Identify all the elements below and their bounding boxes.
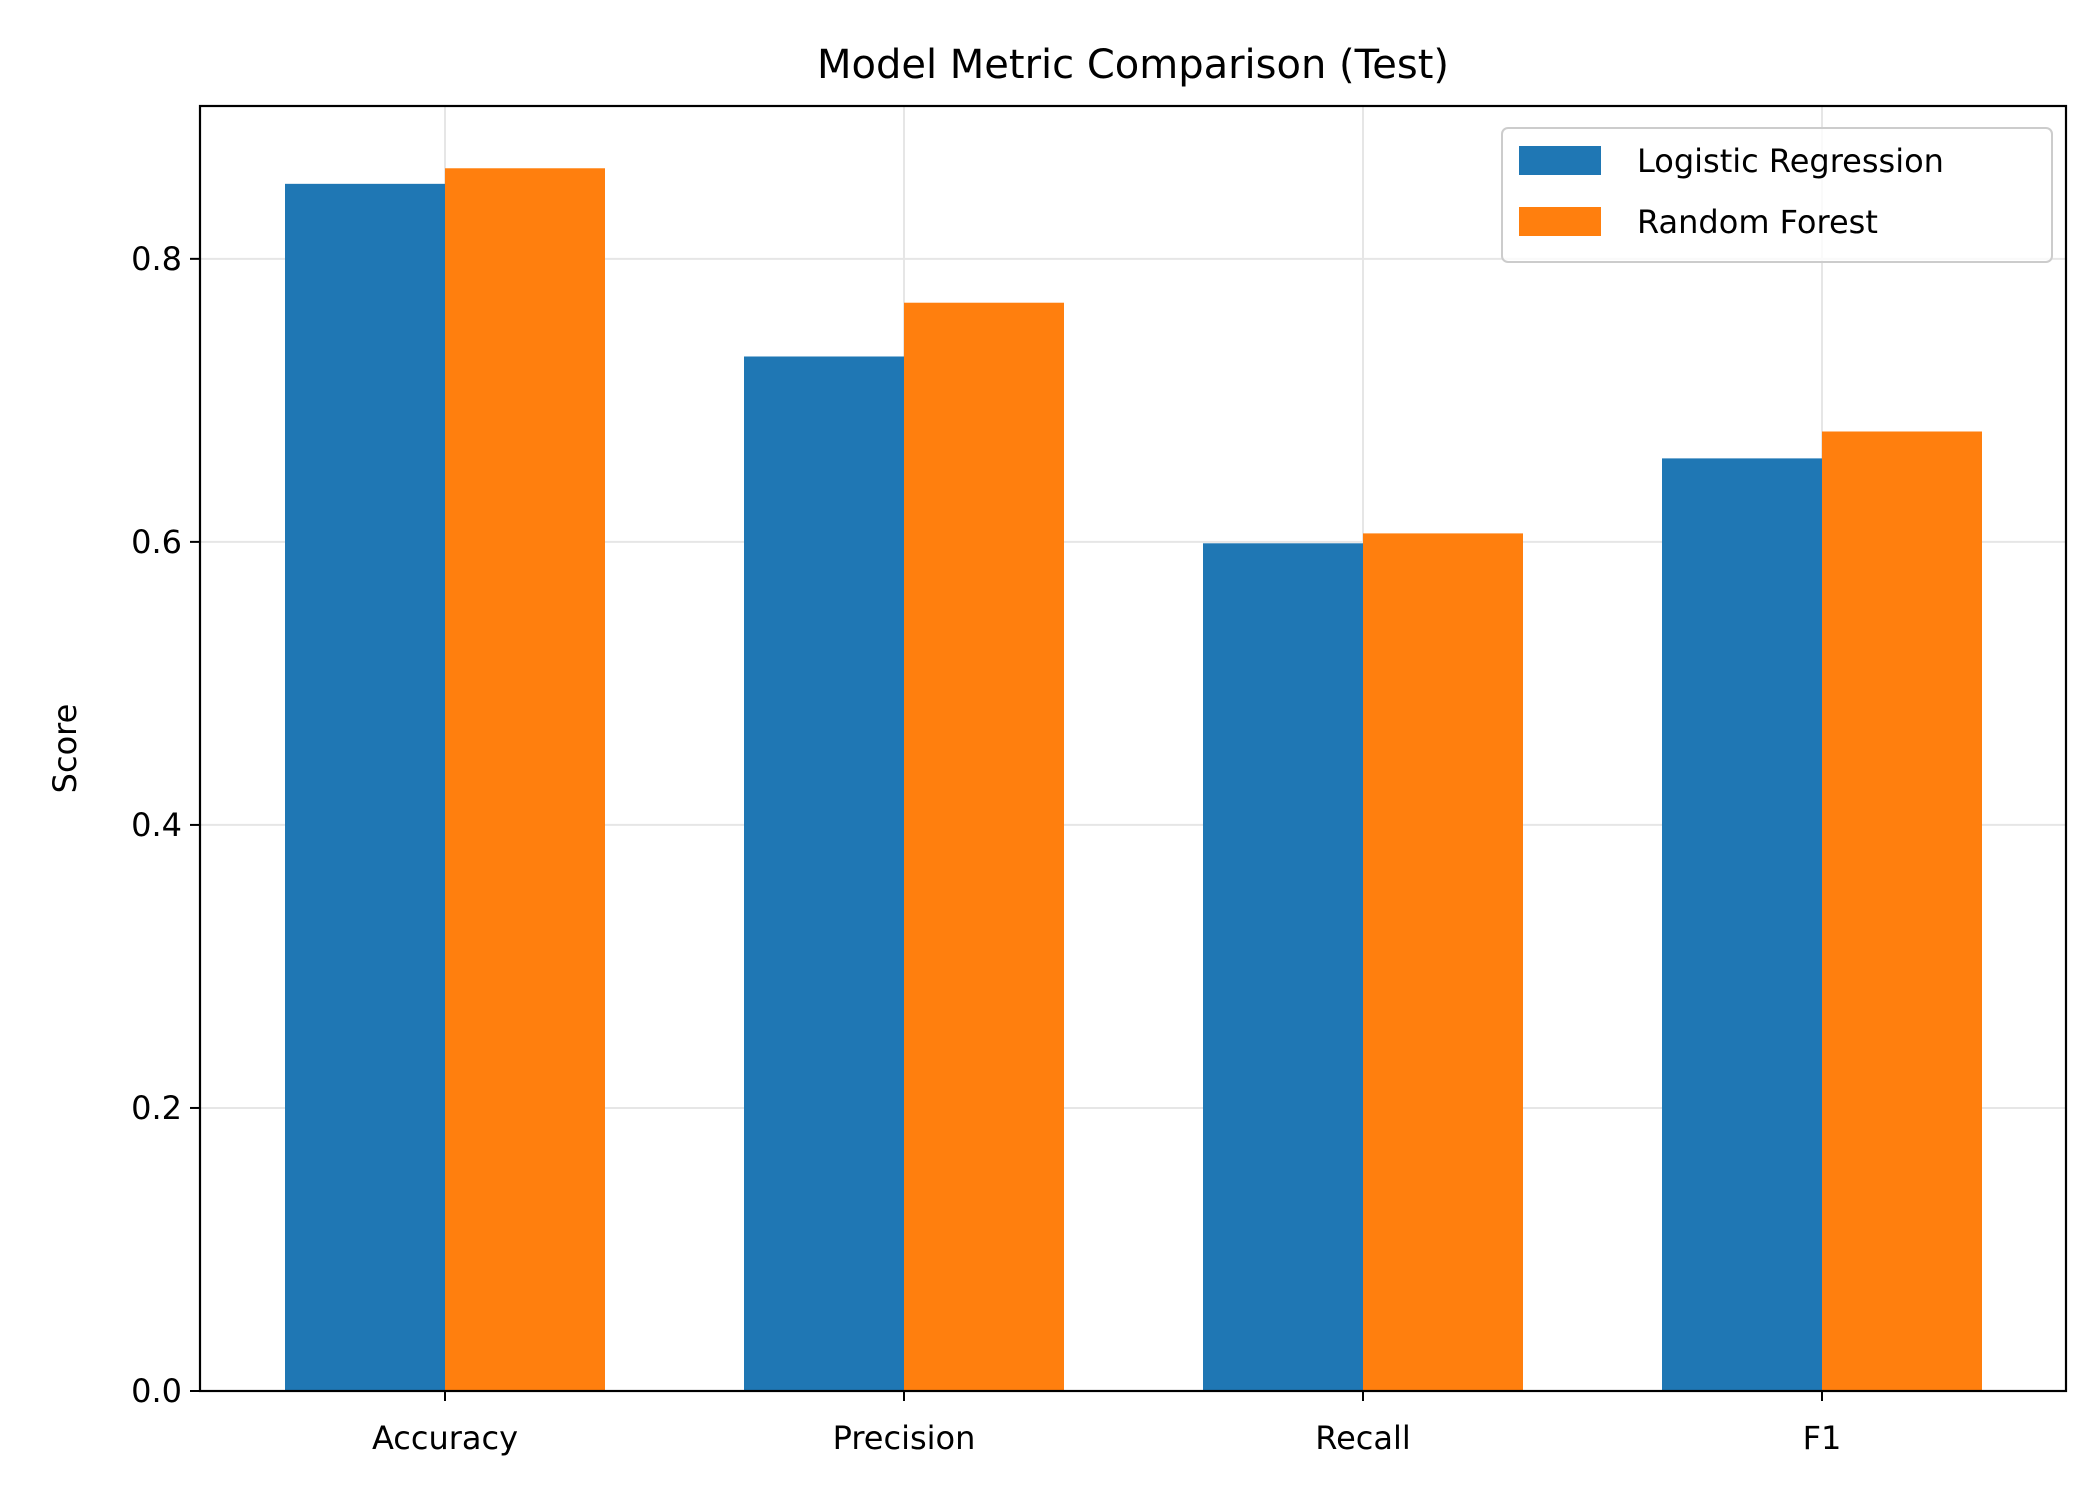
y-tick-label: 0.6 bbox=[131, 523, 182, 561]
bar-random-forest-accuracy bbox=[445, 168, 605, 1392]
bar-random-forest-precision bbox=[904, 302, 1064, 1392]
x-tick-label: Accuracy bbox=[372, 1419, 518, 1457]
legend-swatch bbox=[1519, 207, 1601, 236]
legend-frame bbox=[1501, 127, 2053, 263]
legend: Logistic Regression Random Forest bbox=[1501, 127, 2053, 263]
y-tick-label: 0.0 bbox=[131, 1372, 182, 1410]
bar-logistic-regression-f1 bbox=[1662, 458, 1822, 1391]
x-tick-label: Precision bbox=[833, 1419, 976, 1457]
legend-label: Logistic Regression bbox=[1637, 142, 1944, 180]
y-axis-title: Score bbox=[46, 704, 84, 794]
bars-layer bbox=[285, 168, 1982, 1392]
legend-label: Random Forest bbox=[1637, 203, 1878, 241]
legend-swatch bbox=[1519, 146, 1601, 175]
y-tick-label: 0.8 bbox=[131, 240, 182, 278]
bar-random-forest-f1 bbox=[1822, 431, 1982, 1391]
plot-frame bbox=[198, 104, 2068, 1393]
x-tick-label: Recall bbox=[1315, 1419, 1410, 1457]
bar-logistic-regression-recall bbox=[1203, 543, 1363, 1391]
y-tick-label: 0.4 bbox=[131, 806, 182, 844]
bar-logistic-regression-precision bbox=[744, 356, 904, 1391]
bar-logistic-regression-accuracy bbox=[285, 183, 445, 1391]
bar-random-forest-recall bbox=[1363, 533, 1523, 1391]
chart-title: Model Metric Comparison (Test) bbox=[817, 42, 1449, 88]
ticks-layer: 0.0 0.2 0.4 0.6 0.8 Accuracy Precision Recall F1 bbox=[131, 240, 1841, 1457]
x-tick-label: F1 bbox=[1803, 1419, 1842, 1457]
y-tick-label: 0.2 bbox=[131, 1089, 182, 1127]
